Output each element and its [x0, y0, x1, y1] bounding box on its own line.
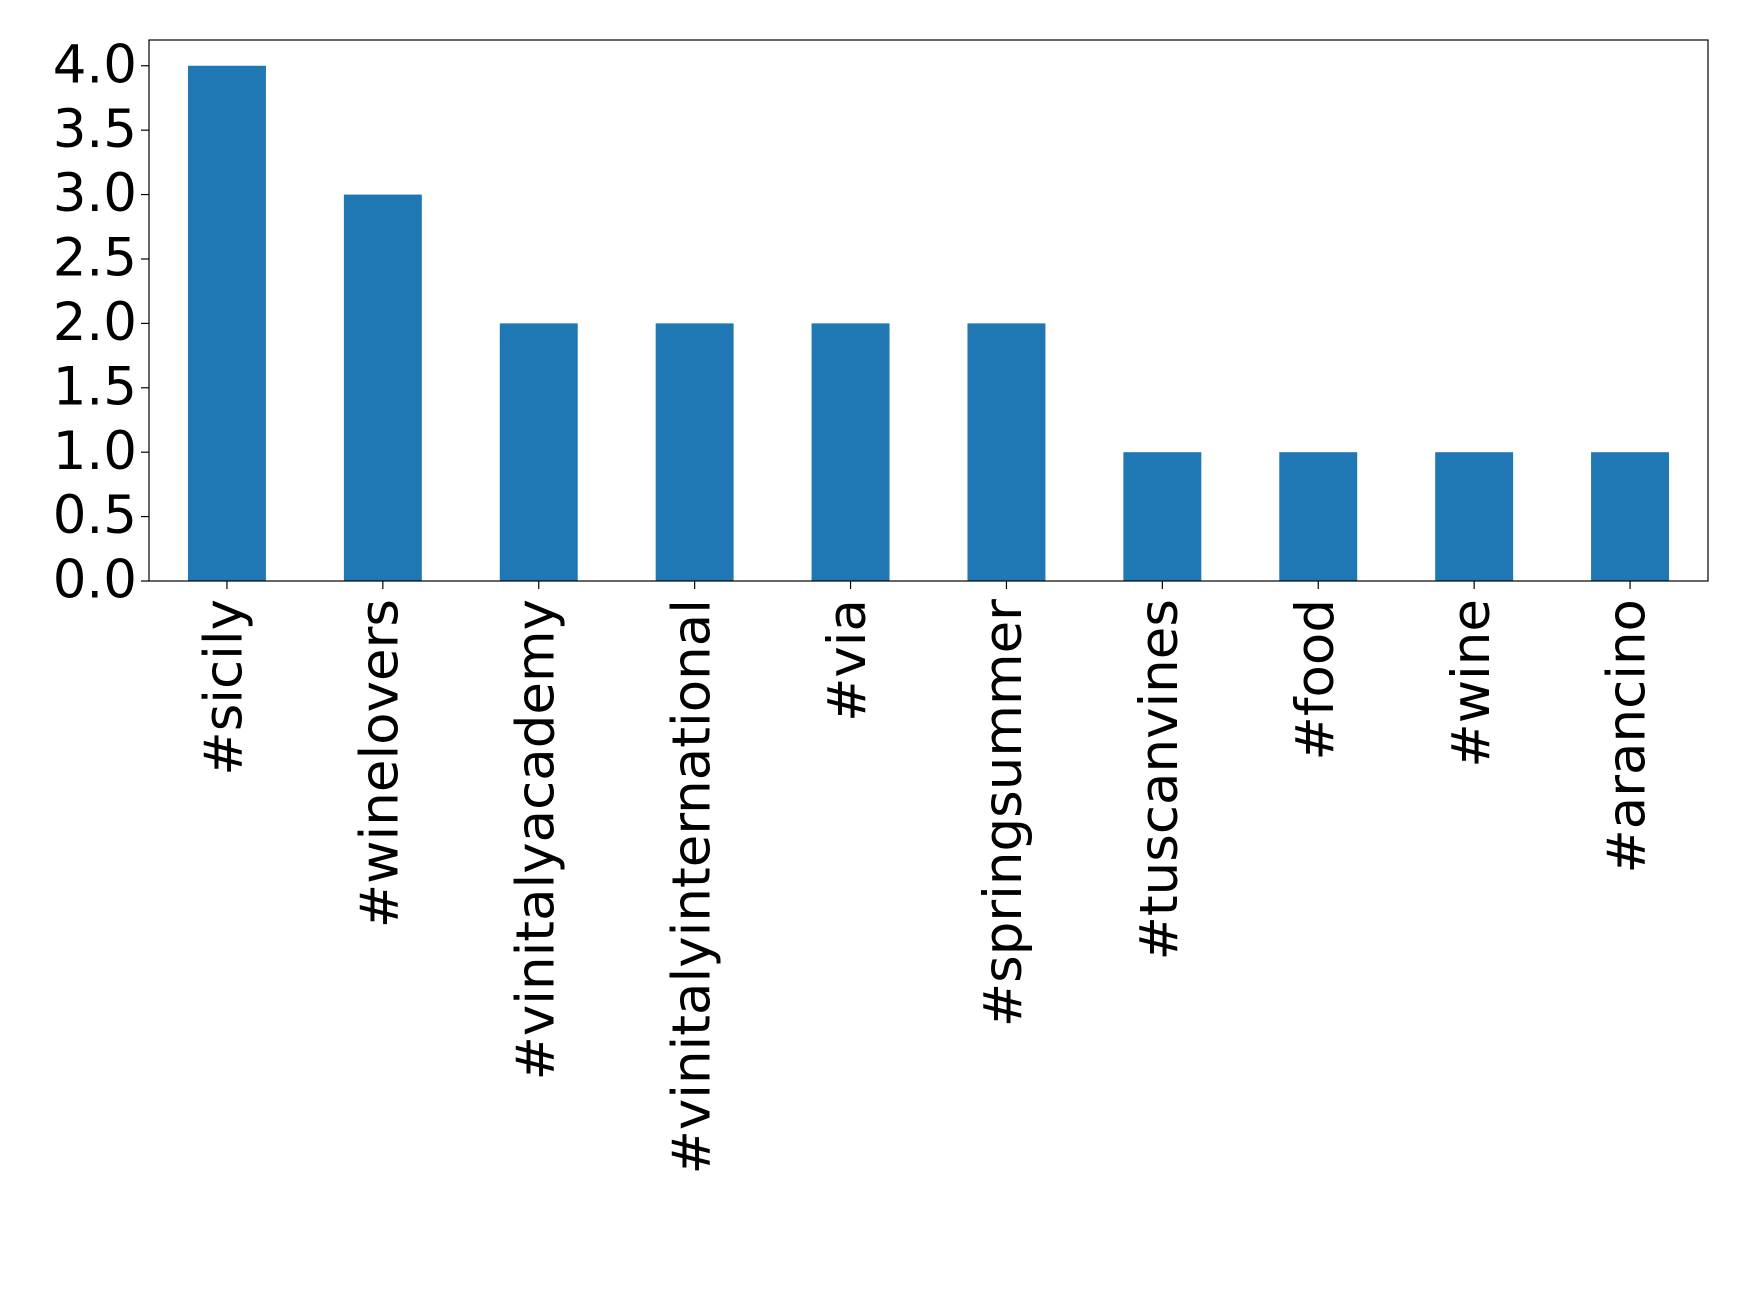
bar — [1591, 452, 1670, 581]
y-tick-label: 1.0 — [53, 421, 137, 482]
x-tick-label: #vinitalyinternational — [661, 599, 722, 1175]
x-tick-label: #via — [817, 599, 878, 722]
y-tick-label: 0.0 — [53, 550, 137, 611]
y-tick-label: 3.0 — [53, 163, 137, 224]
y-tick-label: 2.5 — [53, 228, 137, 289]
plot-frame — [148, 39, 1709, 582]
bar — [1435, 452, 1514, 581]
bar — [967, 323, 1046, 581]
bar — [499, 323, 578, 581]
bar — [1279, 452, 1358, 581]
x-tick-label: #food — [1285, 599, 1346, 761]
x-tick-label: #springsummer — [973, 599, 1034, 1027]
y-tick-label: 2.0 — [53, 292, 137, 353]
bar — [655, 323, 734, 581]
x-tick-label: #sicily — [194, 599, 255, 776]
x-tick-label: #arancino — [1597, 599, 1658, 874]
bar — [187, 65, 266, 581]
x-tick-label: #winelovers — [349, 599, 410, 928]
y-tick-label: 4.0 — [53, 34, 137, 95]
bar — [343, 194, 422, 582]
x-tick-label: #tuscanvines — [1129, 599, 1190, 961]
y-tick-label: 3.5 — [53, 99, 137, 160]
x-tick-label: #vinitalyacademy — [505, 599, 566, 1081]
y-tick-label: 0.5 — [53, 485, 137, 546]
y-tick-label: 1.5 — [53, 356, 137, 417]
bar — [1123, 452, 1202, 581]
bar — [811, 323, 890, 581]
x-tick-label: #wine — [1441, 599, 1502, 768]
